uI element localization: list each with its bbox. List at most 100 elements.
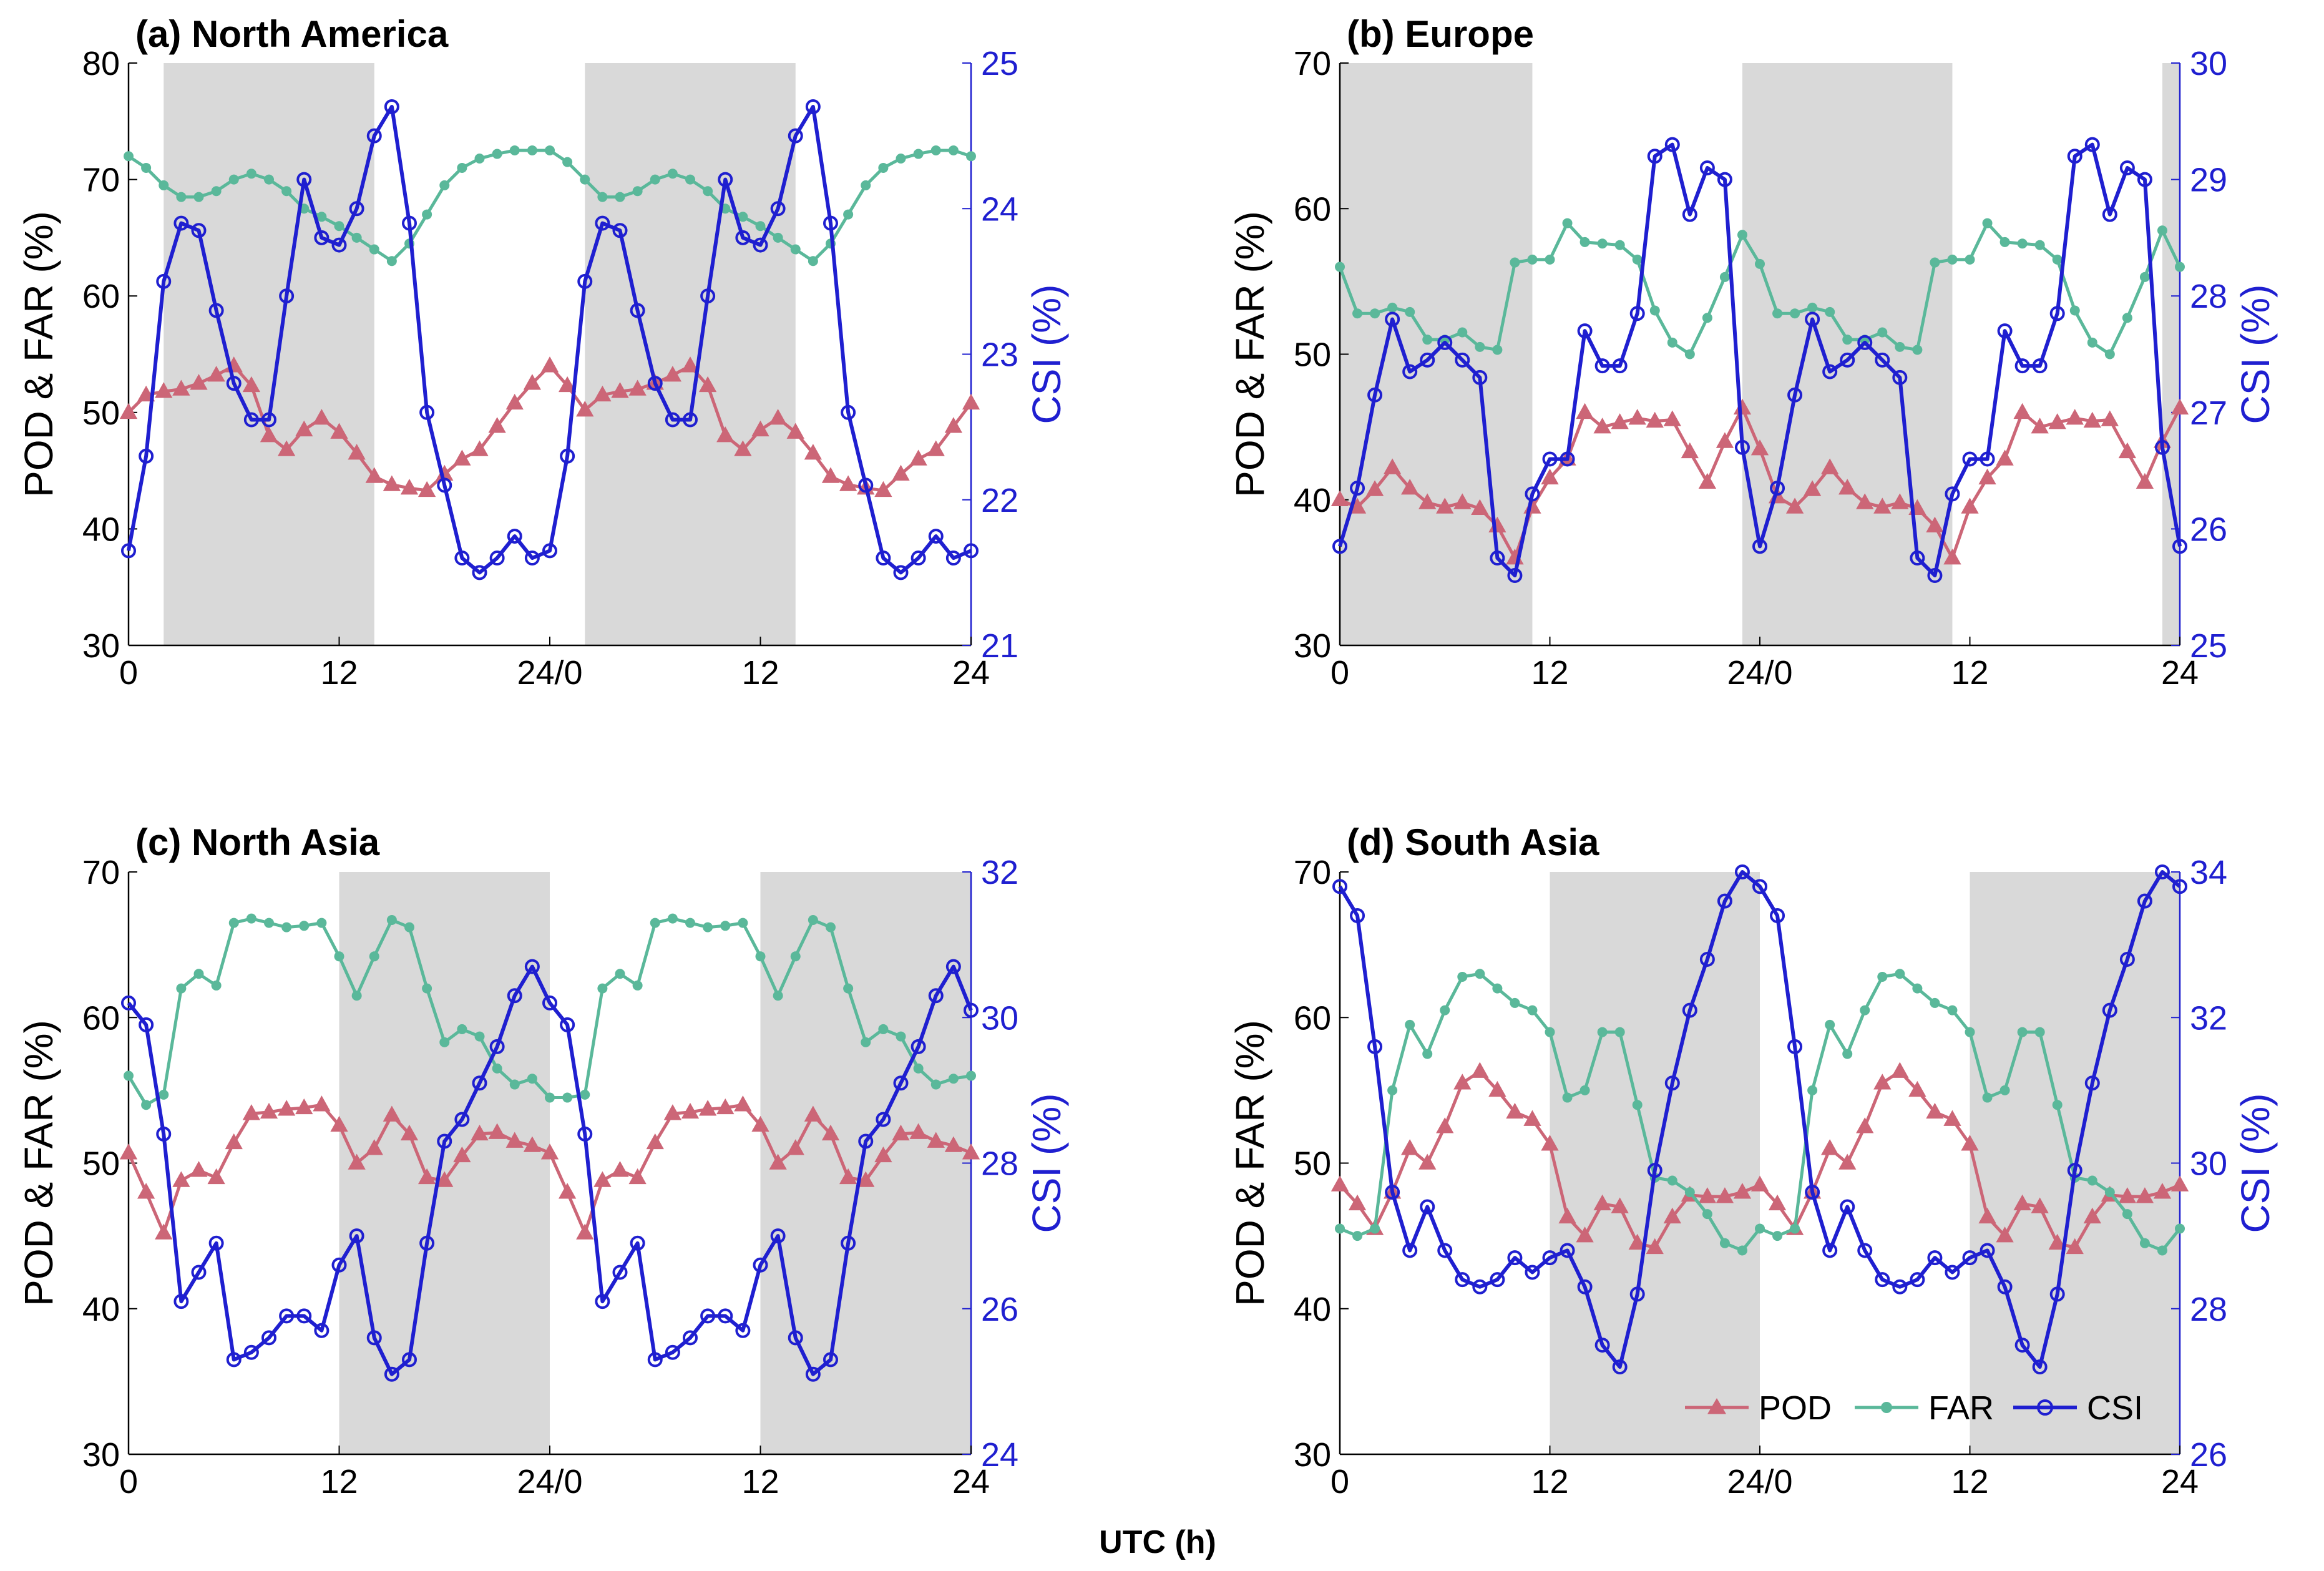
far-point bbox=[1755, 258, 1765, 269]
series-pod bbox=[119, 356, 980, 497]
far-point bbox=[351, 232, 362, 243]
series-far bbox=[124, 145, 976, 267]
right-y-axis-label: CSI (%) bbox=[2233, 1094, 2278, 1233]
pod-point bbox=[1733, 1183, 1752, 1199]
far-point bbox=[913, 149, 924, 159]
csi-point bbox=[1332, 539, 1347, 554]
csi-point bbox=[454, 1112, 470, 1127]
far-point bbox=[316, 918, 327, 928]
csi-point bbox=[1892, 370, 1908, 385]
far-point bbox=[1422, 1049, 1433, 1059]
far-point bbox=[1370, 1223, 1380, 1234]
far-point bbox=[562, 1092, 573, 1103]
csi-point bbox=[700, 1308, 716, 1324]
pod-point bbox=[1418, 1153, 1437, 1170]
x-tick-label: 12 bbox=[1531, 1463, 1568, 1500]
csi-point bbox=[577, 1126, 593, 1142]
csi-line bbox=[127, 964, 973, 1376]
csi-point bbox=[384, 99, 399, 114]
pod-point bbox=[1611, 413, 1629, 429]
far-point bbox=[509, 145, 520, 155]
pod-point bbox=[2118, 442, 2137, 459]
csi-point bbox=[1612, 1359, 1628, 1375]
shaded-band-3 bbox=[2162, 63, 2180, 645]
csi-point bbox=[770, 1228, 786, 1244]
pod-point bbox=[417, 1168, 436, 1185]
far-point bbox=[1422, 335, 1433, 345]
pod-point bbox=[962, 393, 980, 410]
far-point bbox=[755, 951, 766, 962]
pod-point bbox=[804, 444, 823, 460]
pod-point bbox=[857, 1171, 875, 1187]
left-y-tick-label: 60 bbox=[82, 999, 120, 1037]
pod-point bbox=[2048, 1233, 2066, 1250]
far-point bbox=[1737, 230, 1747, 240]
x-tick-label: 0 bbox=[1330, 654, 1349, 692]
csi-point bbox=[156, 273, 172, 289]
pod-point bbox=[1436, 497, 1454, 514]
pod-point bbox=[1785, 497, 1804, 514]
far-point bbox=[1579, 1085, 1590, 1095]
pod-point bbox=[2170, 398, 2189, 415]
far-point bbox=[1352, 308, 1363, 319]
series-csi bbox=[121, 99, 979, 580]
series-csi bbox=[1332, 864, 2187, 1375]
pod-point bbox=[277, 440, 296, 456]
pod-point bbox=[1978, 1207, 1996, 1224]
pod-point bbox=[1926, 1102, 1944, 1119]
right-y-tick-label: 28 bbox=[2190, 278, 2227, 315]
far-point bbox=[1702, 1209, 1712, 1220]
far-point bbox=[386, 256, 397, 267]
far-point bbox=[1457, 971, 1468, 982]
right-y-tick-label: 28 bbox=[2190, 1291, 2227, 1328]
csi-point bbox=[735, 230, 751, 245]
csi-point bbox=[1945, 486, 1960, 502]
csi-point bbox=[2102, 1002, 2117, 1018]
pod-point bbox=[330, 423, 348, 439]
far-point bbox=[773, 232, 783, 243]
legend-item-far: FAR bbox=[1855, 1389, 1994, 1427]
far-point bbox=[1527, 254, 1538, 265]
csi-point bbox=[964, 543, 979, 559]
far-point bbox=[615, 192, 625, 202]
csi-point bbox=[261, 412, 276, 428]
pod-point bbox=[383, 475, 401, 491]
csi-point bbox=[1699, 951, 1715, 967]
far-point bbox=[474, 154, 485, 164]
csi-point bbox=[1892, 1279, 1908, 1294]
csi-point bbox=[296, 1308, 312, 1324]
pod-point bbox=[751, 1115, 769, 1132]
pod-point bbox=[1698, 472, 1717, 489]
far-point bbox=[861, 1037, 871, 1047]
far-point bbox=[1475, 969, 1485, 979]
left-y-axis-label: POD & FAR (%) bbox=[16, 211, 61, 497]
x-tick-label: 24/0 bbox=[517, 654, 582, 692]
right-y-tick-label: 29 bbox=[2190, 162, 2227, 199]
csi-point bbox=[753, 1257, 768, 1273]
legend-label: POD bbox=[1759, 1389, 1832, 1427]
csi-point bbox=[1910, 551, 1925, 566]
far-point bbox=[2034, 1027, 2045, 1037]
far-point bbox=[738, 918, 748, 928]
pod-point bbox=[1681, 442, 1699, 459]
csi-line bbox=[1338, 870, 2181, 1369]
far-point bbox=[580, 174, 590, 185]
far-point bbox=[580, 1089, 590, 1100]
csi-point bbox=[1472, 370, 1488, 385]
pod-point bbox=[892, 464, 910, 481]
far-point bbox=[1649, 305, 1660, 316]
pod-point bbox=[1891, 493, 1909, 509]
csi-point bbox=[1560, 451, 1575, 467]
pod-point bbox=[2153, 1183, 2172, 1199]
pod-point bbox=[207, 1168, 225, 1185]
x-tick-label: 12 bbox=[320, 654, 358, 692]
csi-point bbox=[542, 543, 557, 559]
far-point bbox=[703, 922, 713, 932]
csi-point bbox=[1542, 451, 1558, 467]
pod-point bbox=[1593, 418, 1611, 434]
csi-point bbox=[1962, 451, 1978, 467]
pod-point bbox=[330, 1115, 348, 1132]
far-point bbox=[2157, 225, 2167, 236]
far-point bbox=[1545, 1027, 1555, 1037]
right-y-tick-label: 26 bbox=[981, 1291, 1018, 1328]
